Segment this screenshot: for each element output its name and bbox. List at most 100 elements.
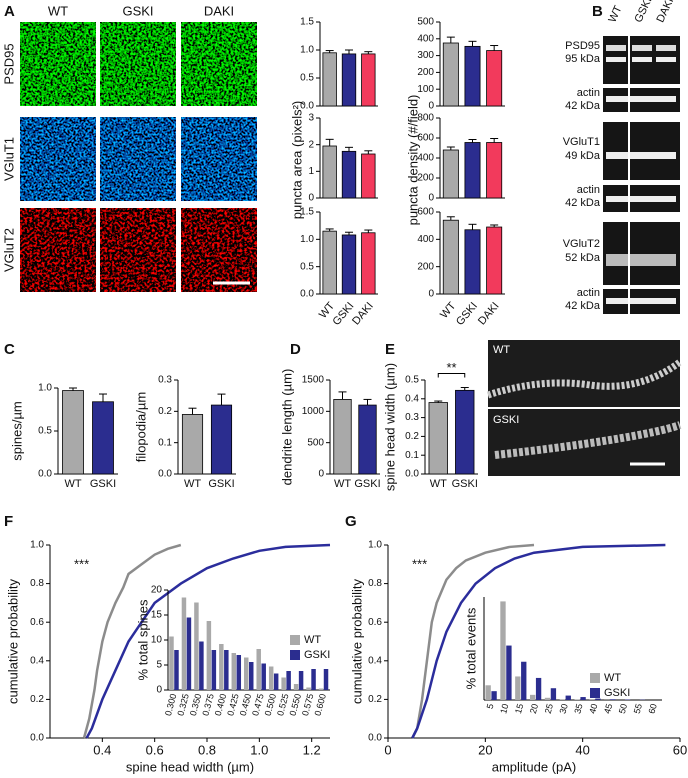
x-tick-label: DAKI xyxy=(476,300,502,327)
y-tick-label: 0.8 xyxy=(30,578,44,589)
annotation: *** xyxy=(74,556,89,571)
y-tick-label: 200 xyxy=(417,261,434,272)
y-axis-label: spine head width (µm) xyxy=(382,363,397,491)
bar xyxy=(506,645,512,700)
x-tick-label: GSKI xyxy=(208,478,234,490)
size-label: 42 kDa xyxy=(565,100,601,112)
bar xyxy=(174,650,179,690)
y-tick-label: 3 xyxy=(308,113,314,124)
y-axis-label: cumulative probability xyxy=(349,579,364,705)
blot-strip xyxy=(603,122,680,180)
micrographs xyxy=(20,22,257,292)
legend-swatch xyxy=(290,635,300,645)
size-label: 52 kDa xyxy=(565,252,601,264)
bar xyxy=(535,677,542,700)
x-axis-label: spine head width (µm) xyxy=(126,759,254,774)
bar xyxy=(464,45,481,107)
bar xyxy=(341,150,357,199)
x-tick-label: 0.8 xyxy=(198,742,216,757)
y-tick-label: 0.1 xyxy=(405,450,419,461)
y-tick-label: 500 xyxy=(417,17,434,28)
y-tick-label: 10 xyxy=(151,635,163,646)
y-tick-label: 0.2 xyxy=(405,431,419,442)
legend-label: GSKI xyxy=(304,649,330,661)
bar xyxy=(286,671,291,690)
band xyxy=(606,298,676,304)
y-tick-label: 0.4 xyxy=(405,393,419,404)
bar xyxy=(580,697,586,700)
bar xyxy=(341,234,357,295)
x-tick-label: WT xyxy=(184,478,201,490)
x-tick-label: 20 xyxy=(528,703,540,715)
y-axis-label: spines/µm xyxy=(9,401,24,461)
x-tick-label: GSKI xyxy=(330,300,356,328)
band xyxy=(606,57,626,62)
bar xyxy=(529,694,536,700)
bar xyxy=(442,42,459,107)
control-label: actin xyxy=(577,184,600,196)
y-tick-label: 0.8 xyxy=(368,578,382,589)
bar xyxy=(455,389,475,475)
y-tick-label: 0.6 xyxy=(30,617,44,628)
bar xyxy=(595,698,601,700)
significance-bracket xyxy=(437,373,466,378)
y-tick-label: 0.4 xyxy=(30,655,44,666)
bar xyxy=(281,677,286,690)
x-tick-label: 20 xyxy=(478,742,492,757)
x-tick-label: 1.2 xyxy=(303,742,321,757)
bar xyxy=(261,663,266,690)
band xyxy=(632,45,652,51)
y-tick-label: 400 xyxy=(417,153,434,164)
micrograph xyxy=(20,117,96,201)
x-tick-label: GSKI xyxy=(90,478,116,490)
y-tick-label: 0.0 xyxy=(158,469,172,480)
dendrite xyxy=(494,421,682,459)
micrograph xyxy=(181,208,257,292)
x-tick-label: 50 xyxy=(617,703,629,715)
size-label: 42 kDa xyxy=(565,197,601,209)
x-tick-label: 30 xyxy=(558,703,570,715)
bar xyxy=(181,414,204,475)
y-tick-label: 400 xyxy=(417,234,434,245)
micrograph xyxy=(100,117,176,201)
x-tick-label: 55 xyxy=(632,703,644,715)
y-tick-label: 200 xyxy=(417,67,434,78)
y-tick-label: 0 xyxy=(318,469,324,480)
y-tick-label: 0 xyxy=(428,101,434,112)
y-tick-label: 0.0 xyxy=(300,289,314,300)
x-tick-label: 60 xyxy=(673,742,687,757)
x-tick-label: GSKI xyxy=(452,478,478,490)
band xyxy=(606,152,676,159)
y-tick-label: 0.5 xyxy=(38,426,52,437)
panel-letter: B xyxy=(592,3,603,20)
bar xyxy=(62,390,84,475)
bar xyxy=(236,655,242,690)
y-tick-label: 0 xyxy=(156,685,162,696)
bar xyxy=(231,653,237,690)
y-tick-label: 0.1 xyxy=(158,437,172,448)
y-tick-label: 500 xyxy=(307,437,324,448)
band xyxy=(606,196,676,202)
y-tick-label: 1000 xyxy=(302,406,325,417)
y-axis-label: dendrite length (µm) xyxy=(279,369,294,486)
y-tick-label: 1500 xyxy=(302,375,325,386)
x-tick-label: DAKI xyxy=(350,300,376,327)
column-label: DAKI xyxy=(204,3,234,18)
bar xyxy=(500,601,506,700)
y-tick-label: 600 xyxy=(417,207,434,218)
bar xyxy=(306,687,311,690)
western-blot: WT GSKI DAKI PSD95 95 kDa 42 kDa actin 4… xyxy=(563,0,680,314)
y-tick-label: 300 xyxy=(417,50,434,61)
bar xyxy=(322,145,337,199)
bar xyxy=(442,219,459,295)
protein-label: VGluT2 xyxy=(563,238,600,250)
panel-letter: C xyxy=(4,341,15,358)
size-label: 95 kDa xyxy=(565,53,601,65)
y-tick-label: 600 xyxy=(417,133,434,144)
micrograph xyxy=(100,208,176,292)
legend-swatch xyxy=(590,688,600,698)
x-tick-label: WT xyxy=(334,478,351,490)
x-tick-label: 40 xyxy=(575,742,589,757)
bar xyxy=(559,699,565,700)
y-tick-label: 1.5 xyxy=(300,17,314,28)
